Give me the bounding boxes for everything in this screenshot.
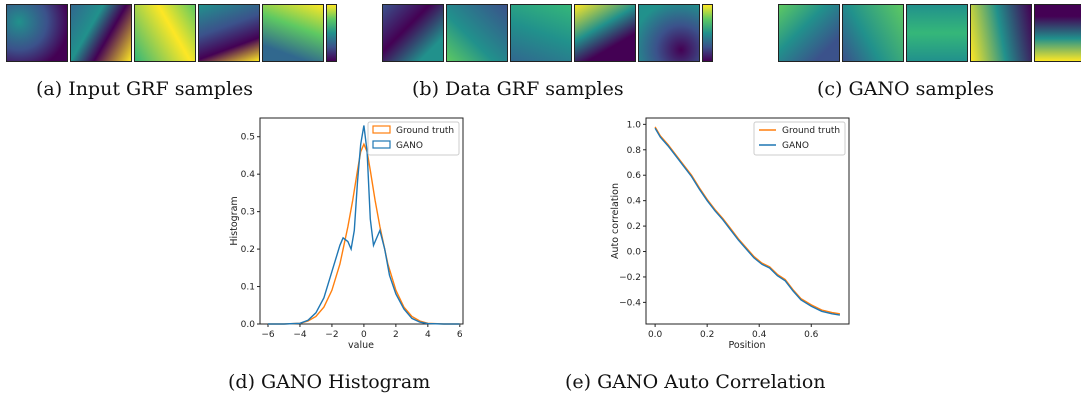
gano-sample-image (970, 4, 1032, 62)
grf-sample-image (6, 4, 68, 62)
data-grf-samples-strip (382, 4, 713, 62)
autocorrelation-y-tick-label: −0.4 (619, 298, 641, 308)
grf-sample-image (574, 4, 636, 62)
grf-sample-image (70, 4, 132, 62)
grf-sample-image (262, 4, 324, 62)
histogram-y-tick-label: 0.5 (241, 133, 255, 143)
histogram-y-tick-label: 0.3 (241, 208, 255, 218)
gano-sample-image (842, 4, 904, 62)
histogram-x-ticks: −6 −4 −2 0 2 4 6 (261, 324, 463, 340)
autocorrelation-series-line-ground-truth (654, 126, 841, 315)
histogram-x-tick-label: −2 (325, 330, 338, 340)
autocorrelation-y-tick-label: 0.8 (627, 146, 642, 156)
autocorrelation-y-tick-label: 0.2 (627, 222, 641, 232)
autocorrelation-legend: Ground truth GANO (753, 121, 846, 156)
legend-gano-swatch (372, 140, 391, 149)
autocorrelation-x-tick-label: 0.2 (700, 330, 714, 340)
histogram-x-tick-label: 2 (393, 330, 399, 340)
histogram-x-tick-label: 6 (457, 330, 463, 340)
histogram-chart: −6 −4 −2 0 2 4 6 0.0 0.1 0.2 0.3 0.4 0.5 value Hist… (229, 117, 464, 351)
autocorrelation-x-label: Position (729, 340, 766, 351)
histogram-x-tick-label: −6 (261, 330, 275, 340)
histogram-series-line-gano (268, 125, 460, 325)
autocorrelation-x-tick-label: 0.0 (648, 330, 663, 340)
grf-sample-image (638, 4, 700, 62)
autocorrelation-x-ticks: 0.0 0.2 0.4 0.6 (648, 324, 819, 340)
histogram-x-tick-label: 0 (361, 330, 367, 340)
gano-sample-image (906, 4, 968, 62)
caption-b: (b) Data GRF samples (412, 78, 624, 100)
histogram-y-tick-label: 0.2 (241, 245, 255, 255)
legend-ground-truth-swatch (372, 125, 391, 134)
legend-gano-label: GANO (396, 141, 423, 151)
autocorrelation-y-tick-label: 0.0 (627, 248, 642, 258)
gano-sample-image (1034, 4, 1081, 62)
autocorrelation-y-tick-label: 0.6 (627, 171, 642, 181)
histogram-x-tick-label: 4 (425, 330, 431, 340)
grf-sample-image (198, 4, 260, 62)
colorbar (326, 4, 337, 62)
autocorrelation-y-tick-label: −0.2 (619, 273, 641, 283)
autocorrelation-y-tick-label: 0.4 (627, 197, 642, 207)
histogram-legend: Ground truth GANO (367, 121, 460, 156)
gano-samples-strip (778, 4, 1081, 62)
autocorrelation-y-label: Auto correlation (610, 183, 621, 259)
autocorrelation-y-ticks: −0.4 −0.2 0.0 0.2 0.4 0.6 0.8 1.0 (619, 120, 646, 308)
grf-sample-image (446, 4, 508, 62)
autocorrelation-series-line-gano (654, 127, 841, 316)
legend-frame (753, 121, 846, 156)
grf-sample-image (382, 4, 444, 62)
histogram-y-tick-label: 0.4 (241, 170, 256, 180)
input-grf-samples-strip (6, 4, 337, 62)
autocorrelation-x-tick-label: 0.4 (752, 330, 767, 340)
grf-sample-image (510, 4, 572, 62)
legend-ground-truth-label: Ground truth (396, 126, 454, 136)
legend-frame (367, 121, 460, 156)
histogram-y-tick-label: 0.1 (241, 283, 255, 293)
histogram-series (268, 125, 460, 325)
caption-d: (d) GANO Histogram (228, 371, 431, 393)
caption-c: (c) GANO samples (817, 78, 994, 100)
legend-gano-label: GANO (782, 141, 809, 151)
autocorrelation-y-tick-label: 1.0 (627, 120, 642, 130)
colorbar (702, 4, 713, 62)
histogram-series-line-ground-truth (268, 142, 460, 325)
grf-sample-image (134, 4, 196, 62)
histogram-x-label: value (348, 340, 374, 351)
autocorrelation-x-tick-label: 0.6 (804, 330, 819, 340)
autocorrelation-series (654, 126, 841, 316)
histogram-y-label: Histogram (229, 196, 240, 245)
gano-sample-image (778, 4, 840, 62)
histogram-y-tick-label: 0.0 (241, 320, 256, 330)
autocorrelation-chart: 0.0 0.2 0.4 0.6 −0.4−0.20.00.20.40.60.81.0 … (610, 117, 850, 351)
histogram-x-tick-label: −4 (293, 330, 307, 340)
caption-e: (e) GANO Auto Correlation (565, 371, 826, 393)
legend-ground-truth-label: Ground truth (782, 126, 840, 136)
caption-a: (a) Input GRF samples (36, 78, 254, 100)
histogram-y-ticks: 0.0 0.1 0.2 0.3 0.4 0.5 (241, 133, 260, 330)
